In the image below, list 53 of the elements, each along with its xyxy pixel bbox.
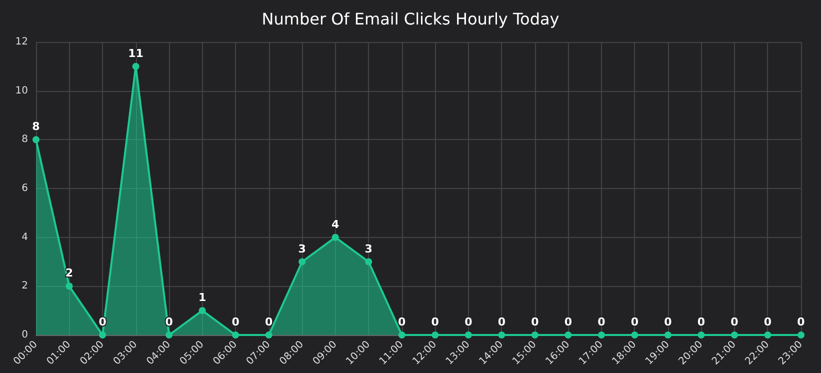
point [664, 332, 672, 338]
data-label: 0 [664, 316, 672, 328]
point [265, 332, 272, 338]
data-label: 8 [32, 120, 40, 134]
chart-title: Number Of Email Clicks Hourly Today [262, 10, 560, 28]
data-label: 0 [564, 316, 572, 328]
y-tick-label: 4 [22, 232, 28, 243]
point [32, 136, 40, 144]
point [232, 332, 240, 338]
point [531, 332, 538, 338]
data-label: 3 [364, 242, 372, 256]
data-label: 0 [630, 316, 639, 328]
data-label: 0 [598, 316, 606, 328]
y-tick-label: 0 [22, 330, 28, 340]
point [798, 332, 804, 338]
data-label: 0 [431, 316, 440, 328]
point [564, 332, 572, 338]
y-tick-label: 10 [15, 85, 28, 96]
point [764, 332, 772, 338]
point [631, 332, 638, 338]
y-tick-label: 2 [22, 280, 28, 292]
data-label: 0 [232, 316, 240, 328]
point [298, 258, 306, 266]
point [365, 258, 372, 266]
data-label: 0 [730, 316, 739, 328]
point [464, 332, 472, 338]
data-label: 0 [764, 316, 772, 328]
data-label: 0 [498, 316, 506, 328]
data-label: 0 [531, 316, 540, 328]
point [132, 62, 140, 70]
data-label: 0 [697, 316, 706, 328]
point [730, 332, 738, 338]
point [198, 307, 206, 314]
data-label: 11 [128, 46, 144, 60]
point [598, 332, 605, 338]
point [498, 332, 506, 338]
y-tick-label: 8 [22, 134, 28, 146]
data-label: 3 [298, 242, 306, 256]
point [66, 282, 73, 290]
y-tick-label: 6 [22, 183, 28, 194]
point [698, 332, 705, 338]
data-label: 0 [265, 316, 273, 328]
point [332, 234, 339, 241]
data-label: 1 [198, 291, 206, 304]
data-label: 4 [332, 218, 340, 231]
data-label: 0 [797, 316, 806, 328]
point [166, 332, 173, 338]
y-tick-label: 12 [15, 36, 28, 48]
point [99, 332, 106, 338]
point [432, 332, 439, 338]
data-label: 0 [464, 316, 473, 328]
data-label: 0 [398, 316, 406, 328]
point [398, 332, 406, 338]
